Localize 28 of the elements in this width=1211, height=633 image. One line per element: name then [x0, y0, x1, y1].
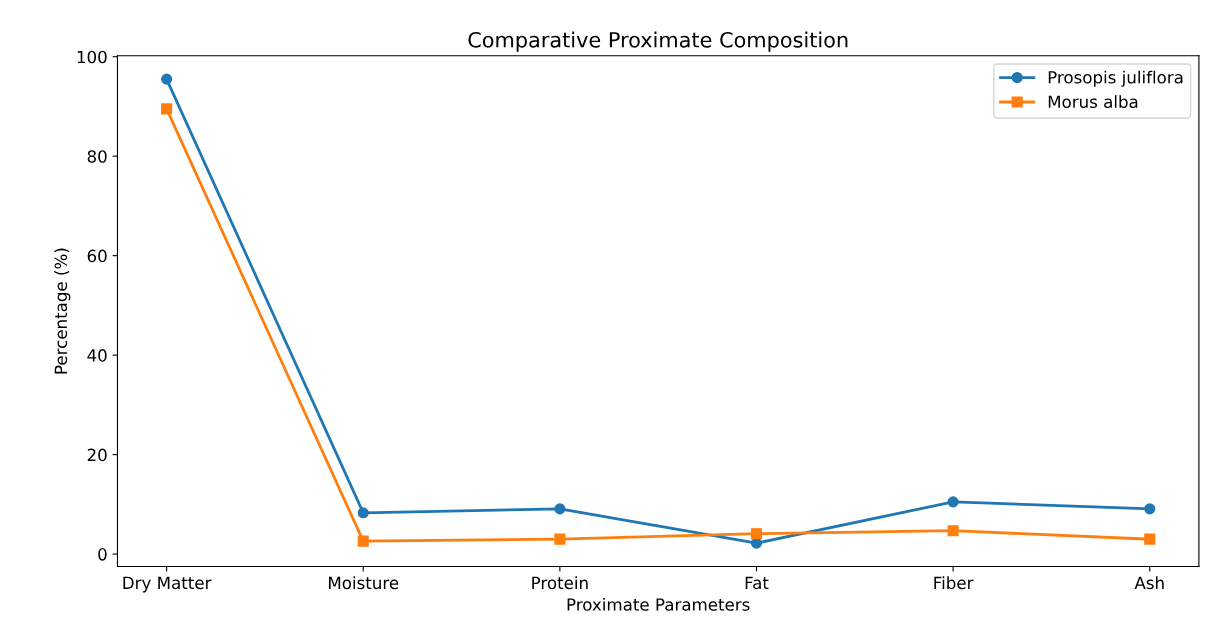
y-tick-label: 20 [87, 448, 107, 462]
y-tick-label: 100 [77, 50, 107, 64]
y-tick-label: 0 [98, 548, 107, 561]
x-tick-label: Fiber [934, 576, 974, 590]
point [750, 528, 763, 540]
x-tick-label: Protein [532, 576, 588, 590]
point [357, 507, 369, 519]
point [947, 525, 959, 537]
x-tick-label: Ash [1134, 576, 1164, 590]
x-tick-label: Dry Matter [123, 576, 212, 593]
point [947, 496, 959, 508]
x-tick-label: Moisture [329, 576, 399, 590]
point [1144, 503, 1156, 515]
point [161, 73, 173, 85]
y-axis-title: Percentage (%) [54, 248, 71, 374]
y-tick-label: 80 [87, 150, 107, 163]
point [554, 503, 566, 515]
x-tick-label: Fat [745, 576, 769, 590]
point [1144, 533, 1156, 545]
point [357, 535, 369, 547]
legend-label: Prosopis juliflora [1048, 70, 1183, 87]
chart-title: Comparative Proximate Composition [468, 31, 848, 52]
x-axis-title: Proximate Parameters [567, 597, 750, 611]
legend-label: Morus alba [1048, 95, 1138, 109]
y-tick-label: 40 [87, 349, 107, 362]
point [554, 533, 566, 545]
y-tick-label: 60 [87, 249, 107, 263]
point [161, 103, 173, 115]
